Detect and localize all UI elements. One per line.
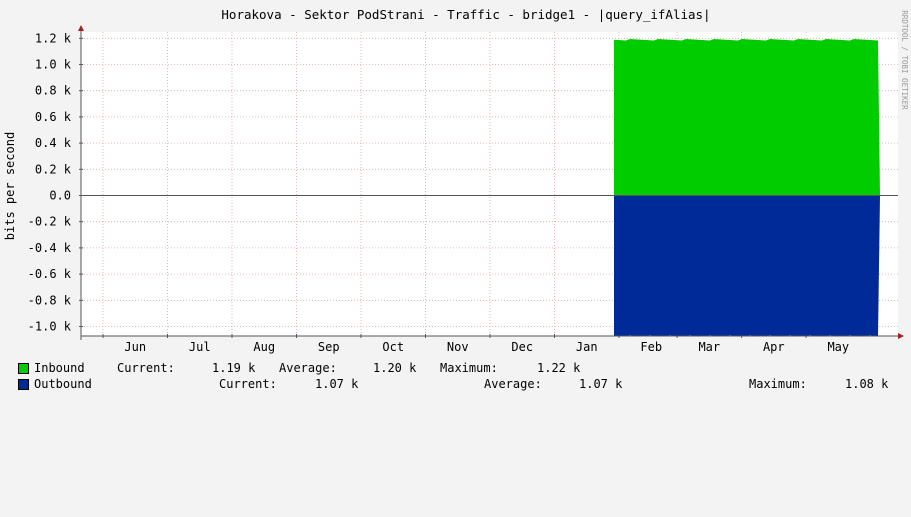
y-tick-label: 0.8 k [35, 84, 72, 98]
outbound-current-label: Current: [219, 377, 277, 391]
x-tick-label: Aug [253, 340, 275, 354]
y-tick-label: -0.8 k [28, 293, 72, 307]
x-tick-label: Oct [382, 340, 404, 354]
x-axis-arrow [898, 333, 904, 339]
y-tick-label: -0.4 k [28, 241, 72, 255]
y-tick-label: -0.6 k [28, 267, 72, 281]
x-tick-label: Apr [763, 340, 785, 354]
outbound-area [614, 195, 880, 337]
inbound-swatch [18, 363, 29, 374]
x-tick-label: Nov [447, 340, 469, 354]
inbound-maximum-label: Maximum: [440, 361, 498, 375]
inbound-name: Inbound [34, 361, 85, 375]
traffic-chart: 1.2 k 1.0 k 0.8 k 0.6 k 0.4 k 0.2 k 0.0 -0.2 k -… [3, 7, 909, 354]
x-tick-label: Mar [698, 340, 720, 354]
outbound-maximum-value: 1.08 k [845, 377, 889, 391]
y-tick-label: 0.2 k [35, 162, 72, 176]
x-tick-label: Sep [318, 340, 340, 354]
outbound-maximum-label: Maximum: [749, 377, 807, 391]
y-tick-label: 0.0 [49, 189, 71, 203]
inbound-current-value: 1.19 k [212, 361, 256, 375]
outbound-swatch [18, 379, 29, 390]
y-tick-label: 1.0 k [35, 58, 72, 72]
y-tick-label: 1.2 k [35, 31, 72, 45]
y-tick-label: -1.0 k [28, 320, 72, 334]
y-tick-label: 0.6 k [35, 110, 72, 124]
inbound-average-label: Average: [279, 361, 337, 375]
x-tick-label: Feb [640, 340, 662, 354]
legend-outbound: Outbound Current: 1.07 k Average: 1.07 k… [0, 377, 888, 391]
y-tick-label: -0.2 k [28, 215, 72, 229]
y-tick-label: 0.4 k [35, 136, 72, 150]
outbound-average-value: 1.07 k [579, 377, 623, 391]
y-axis-arrow [78, 25, 84, 31]
outbound-current-value: 1.07 k [315, 377, 359, 391]
inbound-area [614, 39, 880, 196]
outbound-name: Outbound [34, 377, 92, 391]
x-tick-label: Jun [124, 340, 146, 354]
legend-inbound: Inbound Current: 1.19 k Average: 1.20 k … [0, 361, 580, 375]
chart-title: Horakova - Sektor PodStrani - Traffic - … [221, 7, 710, 22]
inbound-average-value: 1.20 k [373, 361, 417, 375]
x-tick-label: May [827, 340, 849, 354]
chart-frame: 1.2 k 1.0 k 0.8 k 0.6 k 0.4 k 0.2 k 0.0 -0.2 k -… [0, 7, 909, 391]
inbound-current-label: Current: [117, 361, 175, 375]
x-tick-label: Jan [576, 340, 598, 354]
x-tick-label: Jul [189, 340, 211, 354]
y-axis-label: bits per second [3, 132, 17, 240]
rrdtool-watermark: RRDTOOL / TOBI OETIKER [900, 10, 909, 110]
inbound-maximum-value: 1.22 k [537, 361, 581, 375]
x-tick-label: Dec [511, 340, 533, 354]
outbound-average-label: Average: [484, 377, 542, 391]
